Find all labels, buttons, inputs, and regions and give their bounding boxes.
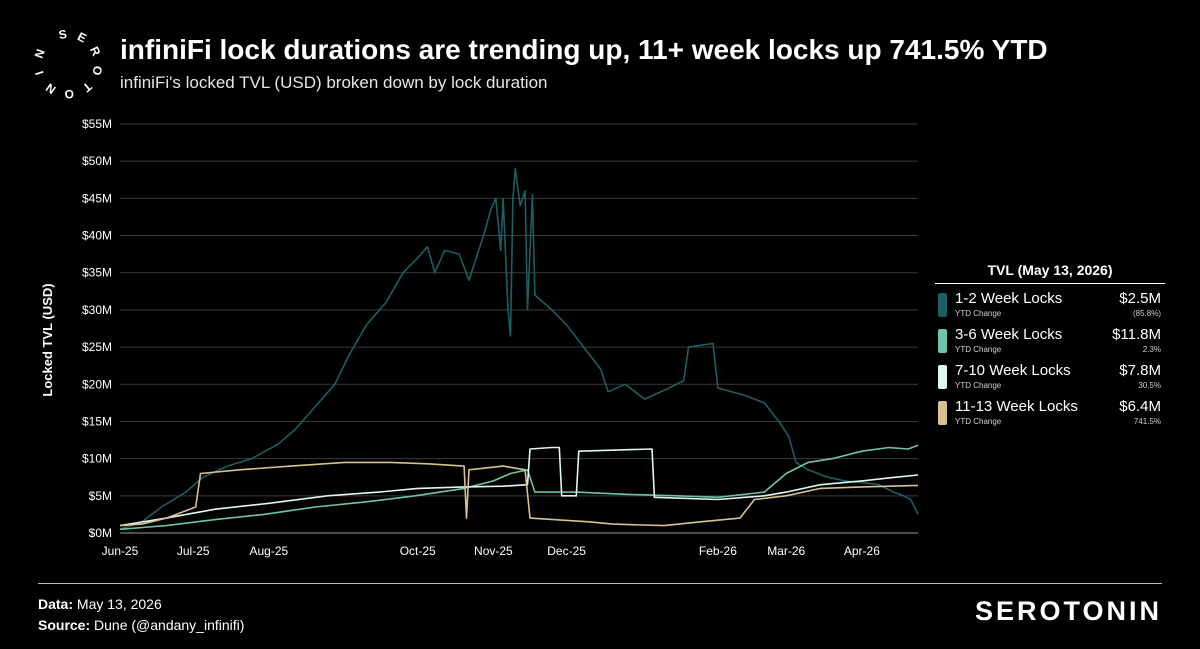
- logo-letter: N: [32, 47, 48, 60]
- footer-data-label: Data:: [38, 596, 74, 612]
- legend-item-value: $2.5M: [1119, 290, 1161, 307]
- legend-swatch: [938, 365, 947, 389]
- legend-swatch: [938, 329, 947, 353]
- legend-item-7-10-week: 7-10 Week Locks YTD Change $7.8M 30.5%: [935, 362, 1165, 398]
- legend: TVL (May 13, 2026) 1-2 Week Locks YTD Ch…: [935, 262, 1165, 434]
- line-chart: $0M $5M $10M $15M $20M $25M $30M $35M $40M $45M $5…: [40, 117, 919, 558]
- logo-letter: E: [75, 29, 89, 45]
- legend-item-sub: YTD Change: [955, 417, 1002, 426]
- footer-data-line: Data: May 13, 2026: [38, 596, 162, 612]
- legend-item-change: 741.5%: [1133, 417, 1161, 426]
- legend-item-name: 1-2 Week Locks: [955, 290, 1063, 307]
- legend-item-name: 11-13 Week Locks: [955, 398, 1078, 415]
- y-tick-label: $5M: [89, 489, 112, 503]
- series-line-7-10-week-locks: [119, 446, 919, 527]
- y-tick-label: $55M: [82, 117, 112, 131]
- legend-swatch: [938, 401, 947, 425]
- legend-item-value: $7.8M: [1119, 362, 1161, 379]
- x-tick-label: Oct-25: [400, 544, 436, 558]
- y-tick-label: $35M: [82, 266, 112, 280]
- x-tick-label: Apr-26: [844, 544, 880, 558]
- y-tick-label: $45M: [82, 191, 112, 205]
- logo-letter: R: [87, 44, 103, 58]
- legend-item-sub: YTD Change: [955, 345, 1002, 354]
- legend-item-11-13-week: 11-13 Week Locks YTD Change $6.4M 741.5%: [935, 398, 1165, 434]
- logo-letter: N: [43, 80, 58, 96]
- footer-data-value: May 13, 2026: [76, 596, 162, 612]
- y-tick-label: $20M: [82, 377, 112, 391]
- legend-item-value: $11.8M: [1112, 326, 1161, 343]
- x-tick-label: Jun-25: [102, 544, 139, 558]
- series-lines: [119, 167, 919, 531]
- footer-source-value: Dune (@andany_infinifi): [94, 617, 245, 633]
- y-tick-label: $0M: [89, 526, 112, 540]
- x-tick-label: Jul-25: [177, 544, 210, 558]
- x-tick-label: Feb-26: [699, 544, 737, 558]
- x-tick-label: Mar-26: [767, 544, 805, 558]
- chart-title: infiniFi lock durations are trending up,…: [120, 34, 1048, 65]
- y-axis-label: Locked TVL (USD): [40, 283, 55, 396]
- y-tick-label: $25M: [82, 340, 112, 354]
- legend-item-sub: YTD Change: [955, 381, 1002, 390]
- x-tick-label: Nov-25: [474, 544, 513, 558]
- y-axis-ticks: $0M $5M $10M $15M $20M $25M $30M $35M $40M $45M $5…: [82, 117, 112, 540]
- x-axis-ticks: Jun-25 Jul-25 Aug-25 Oct-25 Nov-25 Dec-25 Feb-…: [102, 544, 881, 558]
- footer-source-line: Source: Dune (@andany_infinifi): [38, 617, 244, 633]
- legend-item-3-6-week: 3-6 Week Locks YTD Change $11.8M 2.3%: [935, 326, 1165, 362]
- logo-letter: I: [32, 69, 46, 76]
- y-tick-label: $50M: [82, 154, 112, 168]
- legend-item-change: 2.3%: [1142, 345, 1161, 354]
- footer-source-label: Source:: [38, 617, 91, 633]
- series-line-11-13-week-locks: [119, 461, 919, 527]
- logo-letter: O: [64, 87, 74, 101]
- y-tick-label: $15M: [82, 414, 112, 428]
- y-tick-label: $10M: [82, 452, 112, 466]
- serotonin-logo: S EROTONIN: [32, 27, 105, 101]
- legend-title: TVL (May 13, 2026): [935, 262, 1165, 284]
- legend-item-change: 30.5%: [1138, 381, 1161, 390]
- logo-letter: S: [58, 27, 68, 42]
- brand-wordmark: SEROTONIN: [974, 596, 1162, 626]
- chart-subtitle: infiniFi's locked TVL (USD) broken down …: [120, 73, 548, 92]
- x-tick-label: Dec-25: [547, 544, 586, 558]
- y-tick-label: $30M: [82, 303, 112, 317]
- legend-item-name: 7-10 Week Locks: [955, 362, 1071, 379]
- series-line-1-2-week-locks: [119, 167, 919, 531]
- y-tick-label: $40M: [82, 229, 112, 243]
- legend-swatch: [938, 293, 947, 317]
- legend-item-name: 3-6 Week Locks: [955, 326, 1063, 343]
- legend-item-sub: YTD Change: [955, 309, 1002, 318]
- legend-item-change: (85.8%): [1132, 309, 1161, 318]
- series-line-3-6-week-locks: [119, 444, 919, 531]
- footer-divider: [38, 583, 1162, 584]
- logo-letter: O: [89, 64, 105, 76]
- legend-item-value: $6.4M: [1119, 398, 1161, 415]
- legend-item-1-2-week: 1-2 Week Locks YTD Change $2.5M (85.8%): [935, 290, 1165, 326]
- x-tick-label: Aug-25: [250, 544, 289, 558]
- logo-letter: T: [79, 79, 94, 95]
